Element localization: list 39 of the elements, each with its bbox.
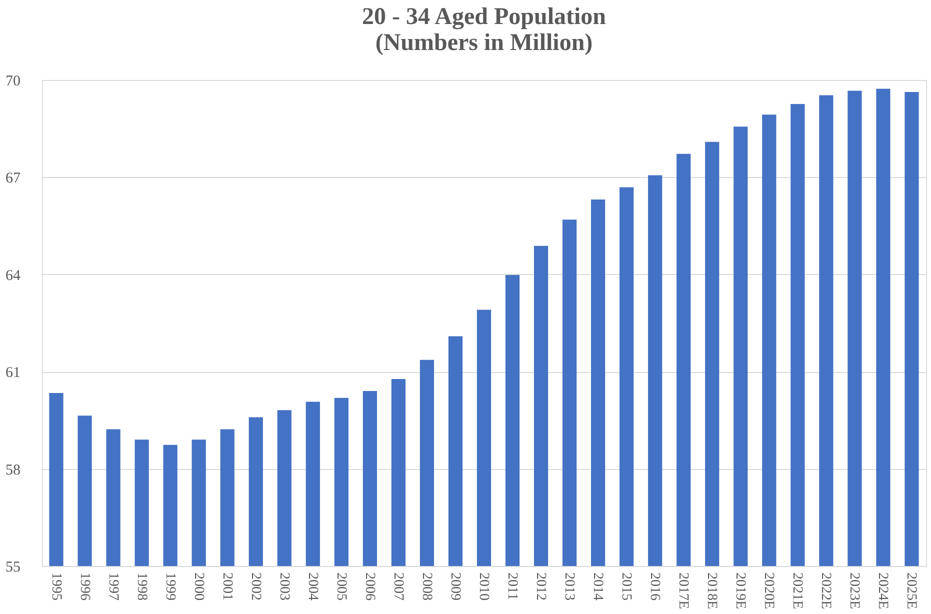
x-tick-label: 1997 [105, 572, 120, 600]
x-tick-label: 2002 [248, 572, 263, 600]
x-tick-label: 2019E [732, 572, 748, 610]
x-tick-label: 2018E [704, 572, 720, 610]
x-tick-label: 2011 [504, 572, 520, 600]
x-tick-label: 2023E [846, 572, 862, 610]
x-tick-label: 2025E [904, 572, 919, 610]
x-tick-label: 1996 [76, 572, 92, 600]
x-tick-label: 2003 [276, 572, 292, 600]
x-tick-label: 2012 [533, 572, 548, 600]
x-tick-label: 2001 [219, 572, 234, 600]
x-tick-label: 2017E [676, 572, 691, 610]
y-tick-label: 61 [6, 365, 20, 382]
y-tick-label: 55 [6, 560, 20, 576]
x-tick-label: 2024E [875, 572, 890, 610]
x-tick-label: 2020E [761, 572, 776, 610]
y-tick-label: 67 [6, 170, 21, 187]
x-tick-label: 2007 [390, 572, 406, 600]
x-tick-label: 1999 [162, 572, 178, 600]
x-tick-label: 2014 [590, 572, 606, 600]
y-tick-label: 58 [6, 462, 20, 478]
x-tick-label: 2013 [562, 572, 577, 600]
x-tick-label: 2022E [818, 572, 834, 610]
x-tick-label: 2016 [647, 572, 662, 600]
x-tick-label: 2005 [333, 572, 348, 600]
x-tick-label: 1995 [48, 572, 64, 600]
y-tick-label: 70 [6, 74, 20, 90]
x-tick-label: 1998 [134, 572, 149, 600]
x-tick-label: 2008 [418, 572, 434, 600]
text: (Numbers in Million) [375, 30, 593, 56]
x-tick-label: 2006 [362, 572, 377, 600]
x-tick-label: 2000 [190, 572, 206, 600]
x-tick-label: 2015 [618, 572, 634, 600]
text: 20 - 34 Aged Population [362, 4, 606, 30]
y-tick-label: 64 [6, 268, 21, 284]
x-tick-label: 2021E [790, 572, 805, 610]
x-tick-label: 2010 [476, 572, 491, 600]
x-tick-label: 2009 [447, 572, 462, 600]
x-tick-label: 2004 [304, 572, 320, 600]
